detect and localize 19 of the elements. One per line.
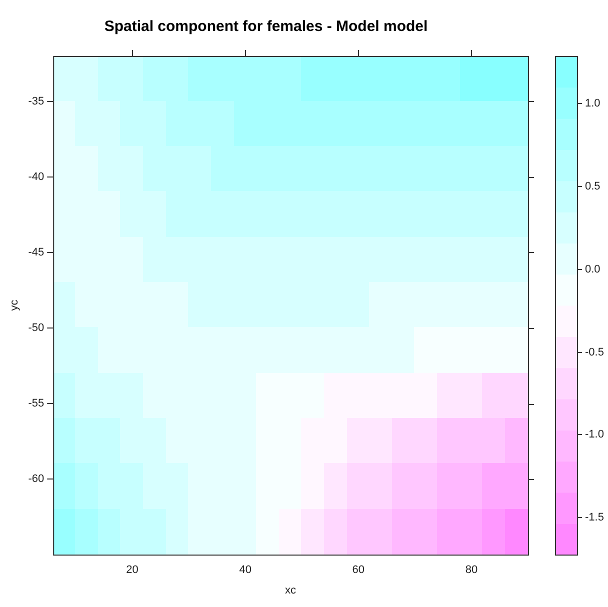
x-axis-title: xc [285, 584, 297, 596]
color-bar-label: -1.5 [585, 512, 604, 524]
y-tick-label: -40 [28, 170, 44, 183]
color-bar-label: 1.0 [585, 98, 600, 110]
y-tick-label: -45 [28, 246, 44, 258]
y-tick-label: -35 [28, 95, 44, 108]
y-tick-label: -50 [28, 322, 44, 334]
y-tick-label: -60 [28, 473, 44, 486]
y-axis-title: yc [8, 299, 21, 311]
chart-title: Spatial component for females - Model model [104, 18, 428, 36]
y-tick-label: -55 [28, 398, 44, 410]
color-bar-label: -0.5 [585, 346, 604, 359]
x-tick-label: 40 [239, 564, 252, 576]
color-bar-label: -1.0 [585, 428, 604, 441]
color-bar-label: 0.0 [585, 264, 600, 276]
x-tick-label: 80 [465, 564, 478, 576]
color-bar-label: 0.5 [585, 180, 600, 193]
x-tick-label: 20 [126, 564, 138, 576]
x-tick-label: 60 [352, 564, 365, 576]
